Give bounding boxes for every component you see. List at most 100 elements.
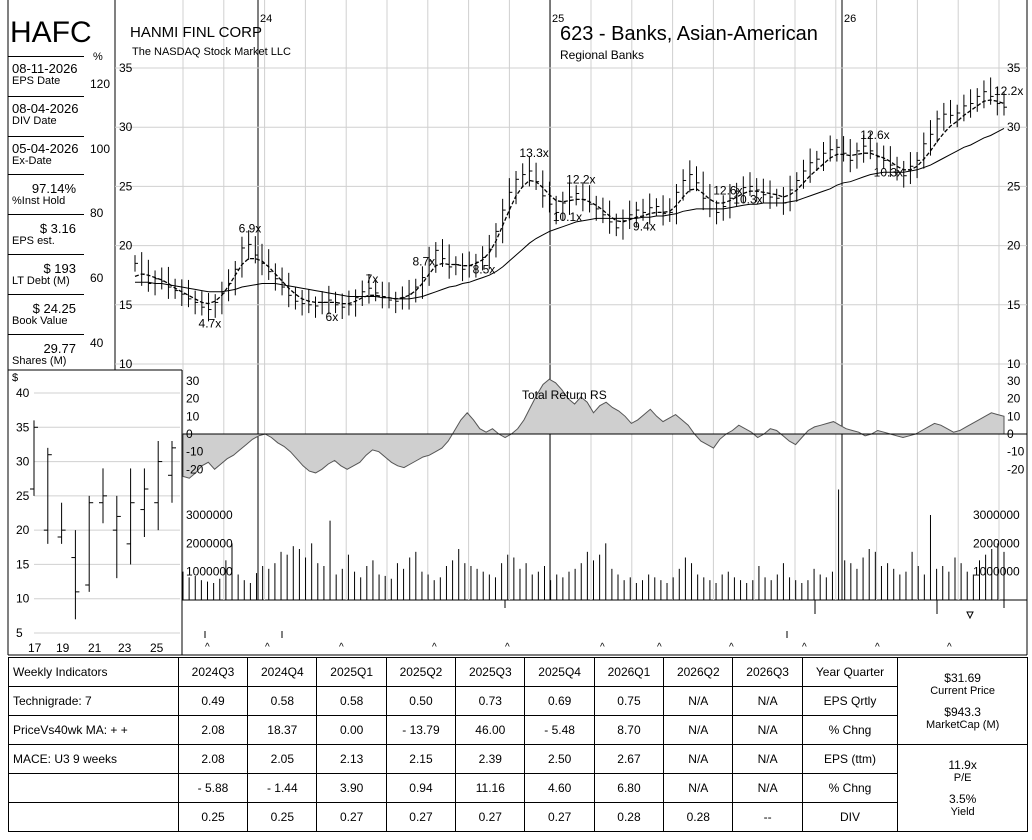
pe-annotation: 10.3x bbox=[874, 165, 903, 179]
price-tick-right: 20 bbox=[1007, 239, 1021, 253]
indicators-table: Weekly Indicators 2024Q3 2024Q4 2025Q1 2025Q… bbox=[8, 657, 1028, 832]
yield-value: 3.5% bbox=[948, 792, 977, 806]
rs-tick-right: 30 bbox=[1007, 374, 1021, 388]
info-value: $ 24.25 bbox=[32, 301, 76, 316]
pct-axis-tick: 100 bbox=[90, 142, 110, 156]
price-tick-right: 35 bbox=[1007, 61, 1021, 75]
quarter-header: 2026Q2 bbox=[663, 657, 734, 687]
volume-tick-left: 1000000 bbox=[186, 565, 233, 579]
year-label: 25 bbox=[552, 13, 564, 25]
volume-tick-right: 3000000 bbox=[973, 508, 1020, 522]
info-key: Ex-Date bbox=[12, 155, 52, 167]
info-box-0: 08-11-2026 EPS Date bbox=[8, 56, 84, 95]
caret-marker: ^ bbox=[729, 642, 734, 653]
indicator-value: - 5.48 bbox=[524, 715, 595, 745]
rs-tick-right: 10 bbox=[1007, 409, 1021, 423]
earnings-marker-icon bbox=[966, 611, 974, 620]
quarter-header: 2025Q4 bbox=[524, 657, 595, 687]
table-row: PriceVs40wk MA: + +2.08 18.37 0.00- 13.79 4… bbox=[8, 715, 1028, 745]
rs-tick-right: -20 bbox=[1007, 462, 1025, 476]
caret-marker: ^ bbox=[600, 642, 605, 653]
rs-tick-left: 10 bbox=[186, 409, 200, 423]
market-cap-label: MarketCap (M) bbox=[925, 719, 1000, 731]
indicator-value: 0.28 bbox=[593, 802, 665, 832]
indicator-value: - 13.79 bbox=[385, 715, 457, 745]
info-value: $ 3.16 bbox=[39, 221, 76, 236]
market-cap-value: $943.3 bbox=[944, 705, 981, 719]
pe-annotation: 12.2x bbox=[566, 173, 595, 187]
price-tick-left: 25 bbox=[119, 179, 133, 193]
moving-average-short bbox=[134, 99, 1005, 305]
info-key: Shares (M) bbox=[12, 355, 67, 367]
rs-title: Total Return RS bbox=[522, 388, 607, 402]
rs-tick-left: 20 bbox=[186, 392, 200, 406]
indicator-value: 0.27 bbox=[455, 802, 526, 832]
indicator-value: 11.16 bbox=[455, 773, 526, 803]
info-value: 97.14% bbox=[31, 181, 76, 196]
indicator-label: MACE: U3 9 weeks bbox=[8, 744, 179, 774]
current-price-label: Current Price bbox=[930, 685, 996, 697]
indicator-value: 0.25 bbox=[177, 802, 249, 832]
annual-x-label: 23 bbox=[118, 641, 132, 655]
info-box-5: $ 193 LT Debt (M) bbox=[8, 254, 84, 293]
indicator-value: 2.67 bbox=[593, 744, 665, 774]
price-tick-right: 25 bbox=[1007, 179, 1021, 193]
caret-marker: ^ bbox=[947, 642, 952, 653]
rs-area bbox=[182, 378, 1005, 479]
pe-annotation: 4.7x bbox=[199, 317, 222, 331]
indicator-value: N/A bbox=[732, 773, 803, 803]
industry-group: 623 - Banks, Asian-American bbox=[560, 23, 818, 45]
summary-price-cell: $31.69 Current Price $943.3 MarketCap (M) bbox=[897, 657, 1028, 745]
info-key: EPS est. bbox=[12, 235, 55, 247]
indicator-value: -- bbox=[732, 802, 803, 832]
pct-axis-tick: 40 bbox=[90, 336, 104, 350]
indicator-label: Technigrade: 7 bbox=[8, 686, 179, 716]
info-box-7: 29.77 Shares (M) bbox=[8, 334, 84, 373]
indicator-value: 2.13 bbox=[316, 744, 387, 774]
pe-annotation: 6x bbox=[326, 310, 339, 324]
annual-tick: 15 bbox=[16, 557, 30, 571]
indicator-value: 0.28 bbox=[663, 802, 734, 832]
annual-x-label: 17 bbox=[28, 641, 42, 655]
indicator-value: 0.27 bbox=[524, 802, 595, 832]
price-tick-left: 15 bbox=[119, 298, 133, 312]
indicator-value: 4.60 bbox=[524, 773, 595, 803]
annual-x-label: 19 bbox=[56, 641, 70, 655]
indicator-value: N/A bbox=[663, 686, 734, 716]
pct-axis-tick: 120 bbox=[90, 77, 110, 91]
quarter-header: 2025Q1 bbox=[316, 657, 387, 687]
rs-tick-left: 0 bbox=[186, 427, 193, 441]
indicator-value: 0.75 bbox=[593, 686, 665, 716]
pe-annotation: 12.6x bbox=[713, 184, 742, 198]
annual-x-label: 25 bbox=[150, 641, 164, 655]
indicator-value: N/A bbox=[732, 715, 803, 745]
caret-marker: ^ bbox=[339, 642, 344, 653]
table-row: Technigrade: 7 0.49 0.58 0.58 0.50 0.73 0.69 0.… bbox=[8, 686, 1028, 716]
indicator-value: 8.70 bbox=[593, 715, 665, 745]
pe-annotation: 8.5x bbox=[473, 262, 496, 276]
summary-pe-cell: 11.9x P/E 3.5% Yield bbox=[897, 744, 1028, 832]
indicator-value: 0.27 bbox=[385, 802, 457, 832]
quarter-header: 2025Q3 bbox=[455, 657, 526, 687]
info-box-1: 08-04-2026 DIV Date bbox=[8, 96, 84, 135]
info-box-4: $ 3.16 EPS est. bbox=[8, 214, 84, 253]
rs-tick-left: -10 bbox=[186, 445, 204, 459]
pct-axis-tick: 80 bbox=[90, 206, 104, 220]
info-key: Book Value bbox=[12, 315, 68, 327]
year-quarter-header: Year Quarter bbox=[801, 657, 899, 687]
indicator-value: 0.25 bbox=[247, 802, 318, 832]
info-value: $ 193 bbox=[43, 261, 76, 276]
indicator-value: 0.00 bbox=[316, 715, 387, 745]
table-row: - 5.88- 1.44 3.90 0.94 11.16 4.60 6.80 N/A N/A%… bbox=[8, 773, 1028, 803]
annual-tick: 20 bbox=[16, 523, 30, 537]
pct-axis-symbol: % bbox=[93, 51, 103, 63]
indicator-value: N/A bbox=[732, 744, 803, 774]
indicator-value: - 5.88 bbox=[177, 773, 249, 803]
indicator-value: N/A bbox=[663, 715, 734, 745]
caret-marker: ^ bbox=[505, 642, 510, 653]
indicator-value: 2.05 bbox=[247, 744, 318, 774]
quarter-header: 2024Q3 bbox=[177, 657, 249, 687]
table-row: 0.25 0.25 0.27 0.27 0.27 0.27 0.28 0.28 -- DIV bbox=[8, 802, 1028, 832]
